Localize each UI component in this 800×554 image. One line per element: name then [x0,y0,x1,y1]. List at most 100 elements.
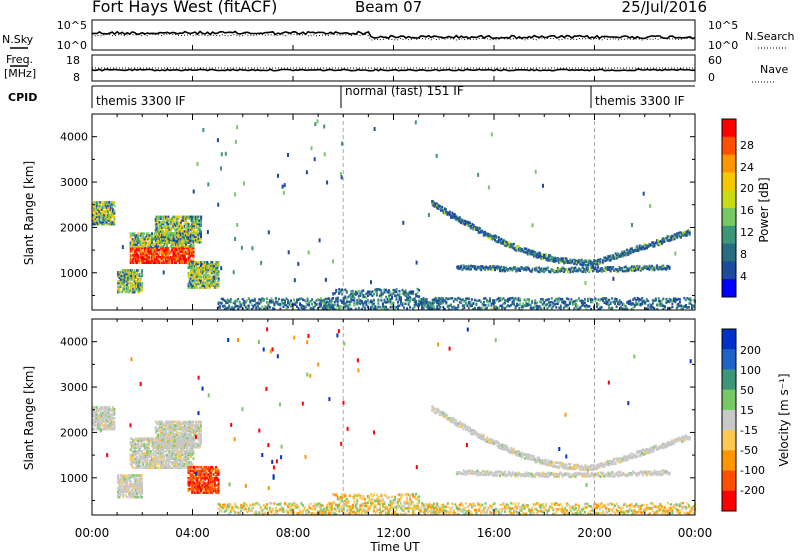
data-cell [368,290,371,293]
data-cell [271,508,274,512]
data-cell [526,505,529,509]
data-cell [562,300,565,303]
data-cell [336,303,339,307]
data-cell [151,259,153,263]
data-cell [468,265,471,269]
data-cell [624,265,627,268]
data-cell [202,275,205,278]
data-cell [600,506,603,509]
data-cell [164,241,167,244]
data-cell [335,290,338,293]
data-cell [142,257,145,261]
data-cell [139,246,142,250]
data-cell [448,212,451,216]
data-cell [178,248,181,252]
data-cell [318,238,321,243]
data-cell [466,220,469,224]
data-cell [159,233,162,237]
data-cell [416,496,419,499]
nsearch-tick-bottom: 10^0 [708,39,738,52]
data-cell [226,298,229,302]
data-cell [216,275,219,278]
data-cell [630,250,633,253]
data-cell [151,257,153,261]
data-cell [109,210,112,213]
data-cell [647,244,650,248]
data-cell [148,252,151,255]
data-cell [162,215,165,219]
data-cell [217,270,220,273]
data-cell [187,241,190,244]
data-cell [291,507,294,510]
data-cell [492,265,495,268]
data-cell [452,300,455,303]
data-cell [395,294,398,297]
data-cell [534,503,537,507]
data-cell [327,508,330,511]
data-cell [188,226,191,229]
data-cell [475,303,478,307]
data-cell [350,510,353,513]
data-cell [479,307,482,311]
data-cell [159,232,162,235]
data-cell [201,262,204,266]
data-cell [457,305,460,309]
data-cell [676,234,679,237]
data-cell [203,277,206,280]
data-cell [103,210,106,213]
data-cell [366,494,369,498]
data-cell [162,218,165,222]
data-cell [538,270,540,274]
data-cell [306,297,309,300]
data-cell [350,505,353,509]
data-cell [262,297,265,301]
data-cell [657,299,660,303]
data-cell [168,241,171,244]
data-cell [555,269,558,273]
data-cell [458,220,461,223]
data-cell [122,289,125,292]
data-cell [172,219,175,222]
data-cell [205,284,208,288]
data-cell [134,281,137,285]
data-cell [132,245,135,248]
data-cell [211,282,214,286]
data-cell [137,232,140,235]
data-cell [558,261,561,264]
data-cell [191,248,194,252]
data-cell [510,243,513,246]
data-cell [516,268,519,272]
data-cell [329,299,332,303]
data-cell [356,510,359,513]
data-cell [415,295,418,298]
data-cell [368,291,371,295]
data-cell [255,512,258,515]
data-cell [478,306,481,309]
data-cell [418,499,421,502]
data-cell [476,509,479,513]
data-cell [484,230,486,234]
data-cell [342,301,345,304]
data-cell [183,239,186,242]
data-cell [323,307,326,311]
data-cell [207,270,210,273]
data-cell [167,224,170,228]
data-cell [448,210,451,214]
data-cell [168,228,171,231]
data-cell [645,298,648,301]
data-cell [524,251,527,254]
data-cell [624,252,627,255]
data-cell [196,279,199,282]
data-cell [512,247,515,250]
data-cell [136,254,138,257]
data-cell [597,258,599,262]
data-cell [600,298,603,301]
data-cell [383,300,386,304]
data-cell [154,254,157,257]
data-cell [383,298,386,302]
data-cell [148,250,151,254]
data-cell [259,307,262,311]
data-cell [112,221,115,224]
data-cell [576,260,579,263]
data-cell [617,270,620,273]
